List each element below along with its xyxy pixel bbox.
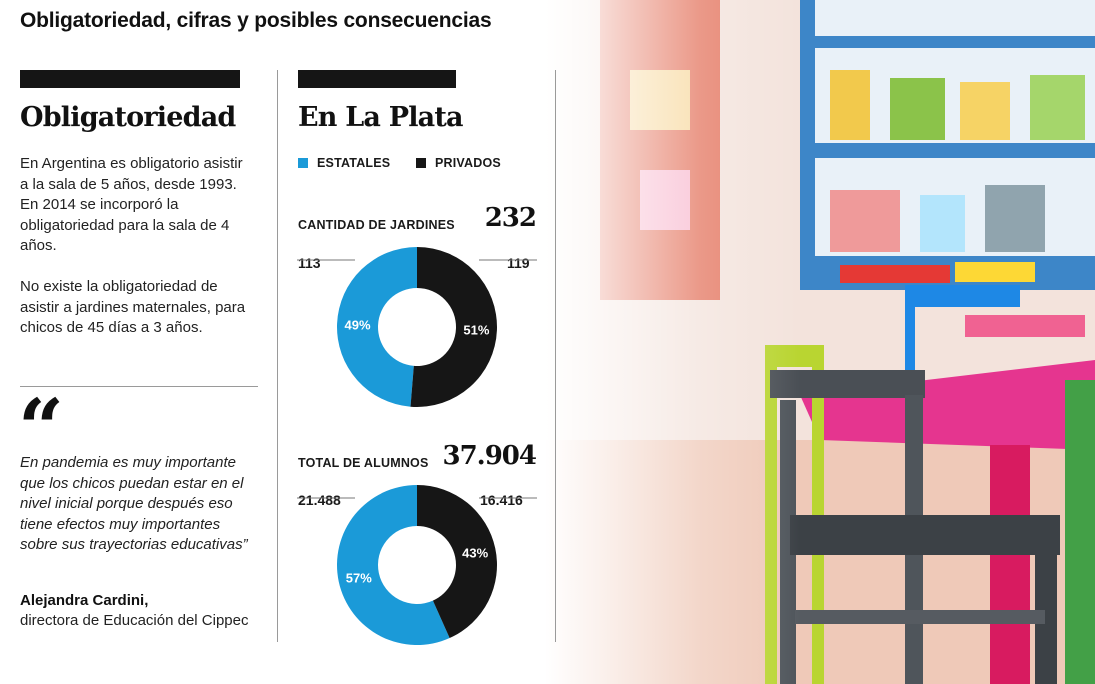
column-divider-2 xyxy=(555,70,556,642)
donut-slice-estatales-alumnos xyxy=(337,485,450,645)
value-label-estatales-jardines: 113 xyxy=(298,255,321,271)
percent-label-privados-jardines: 51% xyxy=(463,322,489,337)
legend-item-estatales: ESTATALES xyxy=(298,156,390,170)
section-heading-obligatoriedad: Obligatoriedad xyxy=(20,102,236,133)
page-title: Obligatoriedad, cifras y posibles consec… xyxy=(20,9,492,32)
quote-text: En pandemia es muy importante que los ch… xyxy=(20,454,248,553)
legend-swatch-privados xyxy=(416,158,426,168)
divider xyxy=(20,386,258,387)
legend-swatch-estatales xyxy=(298,158,308,168)
section-bar-right xyxy=(298,70,456,88)
legend-label-privados: PRIVADOS xyxy=(435,156,501,170)
quote-author: Alejandra Cardini, xyxy=(20,592,149,609)
value-label-privados-alumnos: 16.416 xyxy=(480,492,523,508)
legend-label-estatales: ESTATALES xyxy=(317,156,391,170)
donut-slice-privados-alumnos xyxy=(417,485,497,639)
percent-label-estatales-alumnos: 57% xyxy=(346,570,372,585)
section-bar-left xyxy=(20,70,240,88)
value-label-privados-jardines: 119 xyxy=(507,255,530,271)
legend-item-privados: PRIVADOS xyxy=(416,156,501,170)
chart-title-alumnos: TOTAL DE ALUMNOS xyxy=(298,456,429,470)
paragraph-obligatoriedad-2: No existe la obligatoriedad de asistir a… xyxy=(20,278,246,336)
percent-label-estatales-jardines: 49% xyxy=(345,318,371,333)
value-label-estatales-alumnos: 21.488 xyxy=(298,492,341,508)
chart-title-jardines: CANTIDAD DE JARDINES xyxy=(298,218,455,232)
chart-total-alumnos: 37.904 xyxy=(442,441,537,471)
donut-slice-privados-jardines xyxy=(410,247,497,407)
section-heading-la-plata: En La Plata xyxy=(298,102,464,133)
quote-mark-icon: “ xyxy=(18,381,64,475)
donut-chart-jardines: 49% 51% xyxy=(297,247,537,407)
donut-slice-estatales-jardines xyxy=(336,247,417,407)
quote-author-role: directora de Educación del Cippec xyxy=(20,612,249,629)
paragraph-obligatoriedad-1: En Argentina es obligatorio asistir a la… xyxy=(20,155,243,254)
donut-chart-alumnos: 57% 43% xyxy=(297,485,537,645)
chart-total-jardines: 232 xyxy=(484,203,537,233)
percent-label-privados-alumnos: 43% xyxy=(462,546,488,561)
column-divider-1 xyxy=(277,70,278,642)
